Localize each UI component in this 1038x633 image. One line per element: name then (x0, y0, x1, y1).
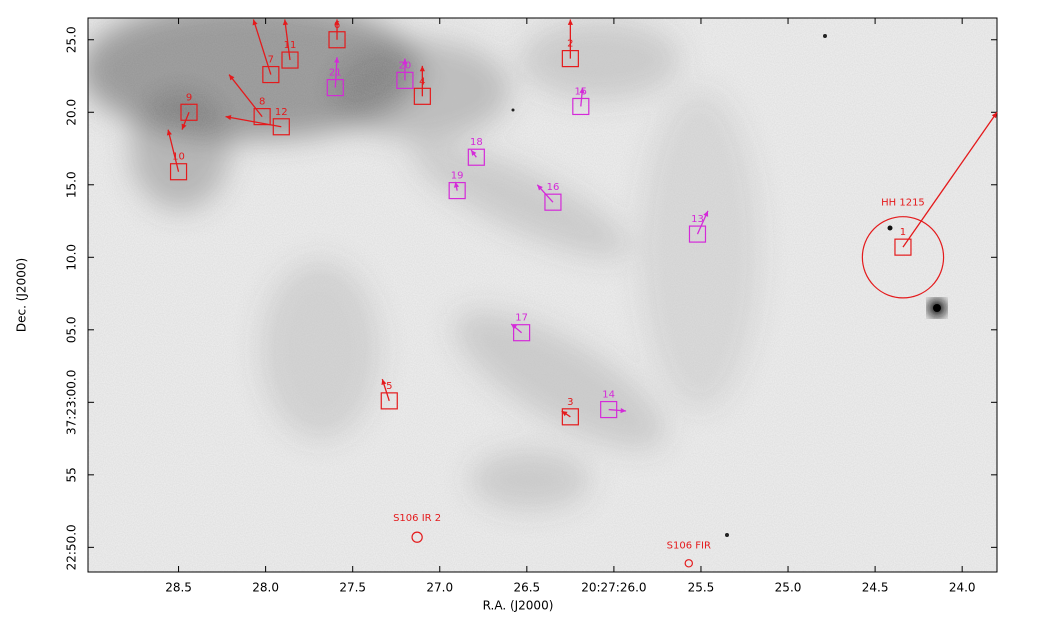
knot-label: 10 (172, 152, 185, 163)
arrow-head (381, 379, 387, 386)
x-tick-label: 24.5 (862, 581, 889, 595)
knot-label: 8 (259, 97, 265, 108)
arrow-head (334, 19, 340, 25)
arrow-head (453, 181, 460, 188)
region-circle (411, 531, 423, 543)
x-tick-label: 28.5 (165, 581, 192, 595)
arrow-head (166, 129, 172, 136)
knot-label: 17 (515, 313, 528, 324)
x-tick-label: 20:27:26.0 (581, 581, 646, 595)
knot-label: 14 (602, 390, 615, 401)
knot-box (561, 408, 579, 426)
y-tick-label: 10.0 (65, 244, 79, 271)
region-circle (861, 216, 945, 299)
arrow-head (419, 65, 425, 72)
knot-box (688, 225, 707, 243)
y-tick-label: 25.0 (65, 26, 79, 53)
sky-image (88, 18, 997, 572)
x-tick-label: 24.0 (949, 581, 976, 595)
knot-label: 16 (547, 182, 560, 193)
knot-label: 12 (275, 107, 288, 118)
y-tick-label: 37:23:00.0 (65, 370, 79, 435)
knot-box (467, 148, 485, 166)
knot-label: 5 (386, 381, 392, 392)
arrow-head (181, 123, 187, 130)
arrow-head (567, 19, 573, 25)
x-tick-label: 25.5 (688, 581, 715, 595)
arrow-head (229, 74, 235, 81)
arrow-head (282, 19, 289, 26)
knot-box (253, 108, 271, 126)
knot-label: 9 (186, 92, 192, 103)
region-label: S106 IR 2 (393, 513, 441, 524)
arrow-head (225, 115, 232, 121)
x-tick-label: 25.0 (775, 581, 802, 595)
motion-arrow (252, 19, 272, 75)
arrow-head (991, 112, 997, 119)
knot-box (262, 65, 280, 84)
knot-box (272, 118, 290, 136)
knot-box (572, 97, 590, 116)
knot-label: 21 (329, 68, 342, 79)
knot-box (281, 51, 299, 69)
knot-label: 15 (574, 86, 587, 97)
knot-label: 3 (567, 397, 573, 408)
y-tick-label: 55 (65, 467, 79, 482)
arrow-head (703, 210, 709, 217)
arrow-head (252, 19, 258, 26)
arrow-head (402, 58, 408, 65)
knot-label: 6 (334, 20, 340, 31)
x-tick-label: 27.0 (426, 581, 453, 595)
knot-label: 11 (284, 40, 297, 51)
motion-arrow (167, 129, 180, 172)
knot-box (169, 163, 188, 181)
x-tick-label: 26.5 (513, 581, 540, 595)
y-axis-title: Dec. (J2000) (15, 258, 29, 332)
y-tick-label: 20.0 (65, 99, 79, 126)
knot-box (513, 324, 531, 342)
arrow-head (511, 324, 517, 330)
y-tick-label: 05.0 (65, 316, 79, 343)
knot-label: 4 (419, 76, 425, 87)
knot-box (448, 181, 466, 200)
motion-arrow (284, 19, 291, 61)
knot-label: 2 (567, 39, 573, 50)
knot-label: 19 (451, 171, 464, 182)
arrow-head (620, 407, 627, 414)
arrow-head (471, 149, 477, 156)
knot-label: 7 (268, 55, 274, 66)
knot-box (894, 238, 912, 256)
knot-box (380, 392, 398, 410)
knot-label: 13 (691, 214, 704, 225)
knot-box (600, 400, 618, 419)
arrow-head (561, 411, 568, 417)
motion-arrow (225, 115, 282, 128)
x-tick-label: 28.0 (252, 581, 279, 595)
arrow-head (579, 87, 585, 94)
y-tick-label: 15.0 (65, 171, 79, 198)
knot-box (544, 193, 562, 211)
knot-label: 20 (399, 60, 412, 71)
arrow-head (537, 184, 543, 191)
knot-label: 18 (470, 137, 483, 148)
plot-frame (87, 17, 998, 573)
region-label: S106 FIR (667, 541, 711, 552)
motion-arrow (902, 111, 998, 248)
knot-box (180, 103, 198, 121)
knot-label: 1 (900, 227, 906, 238)
arrow-head (334, 57, 340, 63)
x-axis-title: R.A. (J2000) (483, 599, 554, 613)
region-label: HH 1215 (881, 198, 925, 209)
y-tick-label: 22:50.0 (65, 524, 79, 570)
motion-arrow (228, 74, 263, 118)
x-tick-label: 27.5 (339, 581, 366, 595)
region-circle (684, 559, 694, 568)
